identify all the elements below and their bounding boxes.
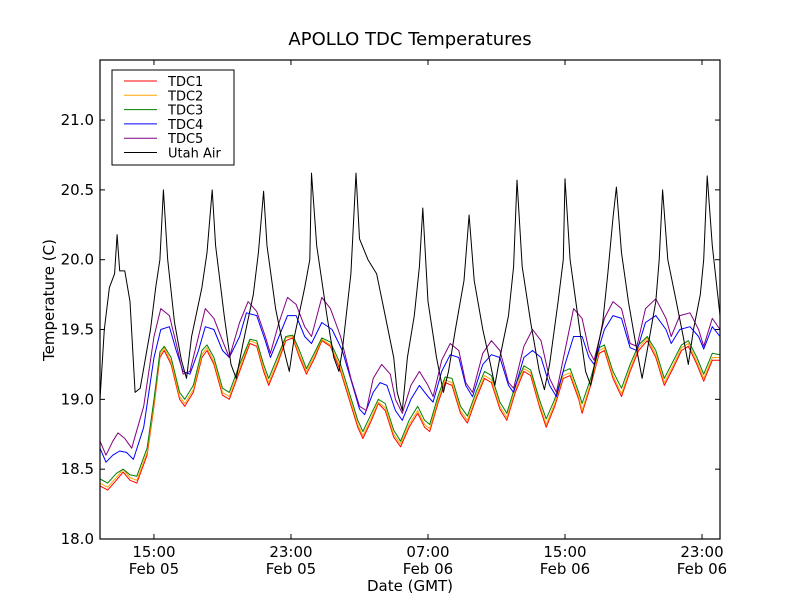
series-layer <box>99 172 721 491</box>
legend-label-tdc2: TDC2 <box>167 89 203 104</box>
y-tick-label: 20.5 <box>61 181 94 199</box>
x-axis-label: Date (GMT) <box>367 577 453 595</box>
x-tick-label-time: 23:00 <box>269 543 312 561</box>
y-tick-label: 18.5 <box>61 460 94 478</box>
legend-box <box>111 69 235 166</box>
y-tick-label: 19.0 <box>61 390 94 408</box>
x-tick-label-time: 15:00 <box>543 543 586 561</box>
plot-frame <box>99 59 721 540</box>
legend-label-tdc5: TDC5 <box>167 132 203 147</box>
x-tick-label-time: 15:00 <box>132 543 175 561</box>
legend-label-tdc3: TDC3 <box>167 104 203 119</box>
x-tick-label-date: Feb 06 <box>677 560 727 578</box>
series-line-tdc2 <box>99 336 720 488</box>
legend-label-utah-air: Utah Air <box>168 147 221 162</box>
legend-label-tdc1: TDC1 <box>167 75 203 90</box>
y-axis-label: Temperature (C) <box>40 239 58 362</box>
y-tick-label: 19.5 <box>61 321 94 339</box>
y-tick-label: 21.0 <box>61 111 94 129</box>
x-tick-label-date: Feb 06 <box>403 560 453 578</box>
chart-title: APOLLO TDC Temperatures <box>288 29 531 50</box>
series-line-utah-air <box>99 172 721 411</box>
x-tick-label-time: 23:00 <box>680 543 723 561</box>
x-tick-label-date: Feb 05 <box>129 560 179 578</box>
series-line-tdc3 <box>99 334 721 484</box>
legend-label-tdc4: TDC4 <box>167 118 203 133</box>
y-tick-label: 18.0 <box>61 530 94 548</box>
series-line-tdc5 <box>99 296 721 456</box>
series-line-tdc4 <box>99 312 721 463</box>
x-tick-label-time: 07:00 <box>406 543 449 561</box>
x-tick-label-date: Feb 05 <box>266 560 316 578</box>
x-tick-label-date: Feb 06 <box>540 560 590 578</box>
series-line-tdc1 <box>99 337 720 491</box>
y-tick-label: 20.0 <box>61 251 94 269</box>
